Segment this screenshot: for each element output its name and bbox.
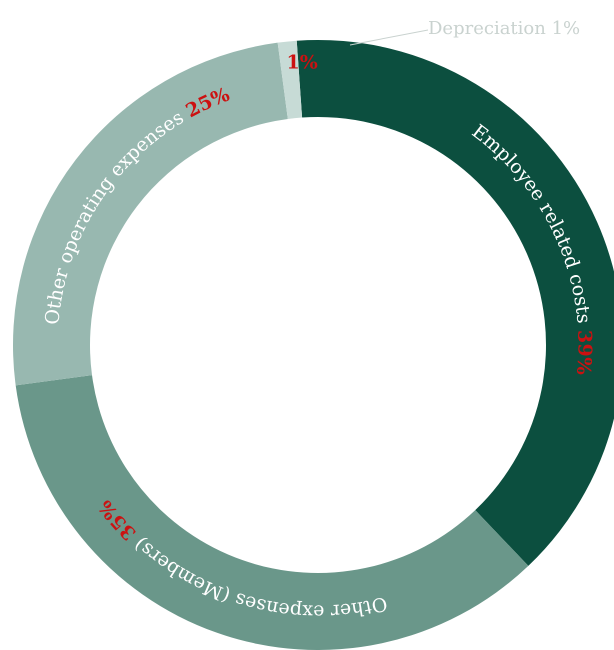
slice-percent-depreciation: 1% xyxy=(287,52,318,74)
slice-depreciation xyxy=(277,40,303,120)
callout-leader-line xyxy=(349,29,429,46)
slice-percent-employee-related-costs: 39% xyxy=(572,330,596,376)
slice-other-expenses-members xyxy=(15,375,529,650)
slice-employee-related-costs xyxy=(296,40,614,566)
callout-label: Depreciation 1% xyxy=(428,18,580,39)
slices-group xyxy=(13,40,614,650)
slice-other-operating-expenses xyxy=(13,42,288,386)
